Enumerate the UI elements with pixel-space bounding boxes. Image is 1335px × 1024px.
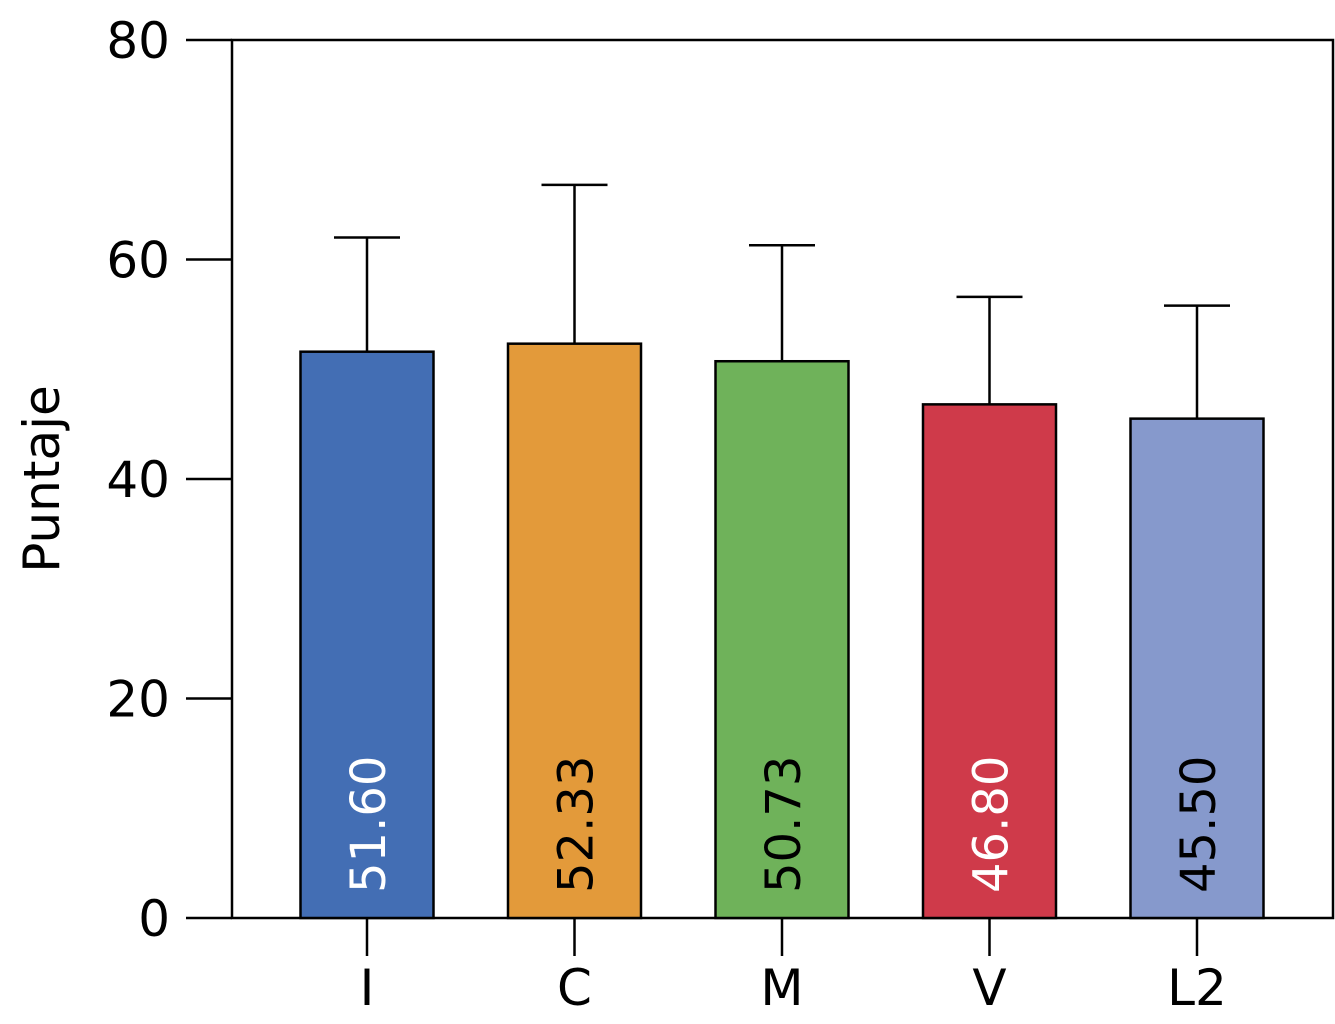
y-axis-label: Puntaje (13, 385, 71, 573)
bar (714, 359, 850, 920)
x-tick-label: C (557, 959, 592, 1017)
y-tick-label: 20 (106, 671, 170, 729)
x-tick-label: I (360, 959, 375, 1017)
y-tick-label: 80 (106, 12, 170, 70)
x-tick-label: V (972, 959, 1006, 1017)
y-tick-label: 40 (106, 451, 170, 509)
bar (299, 350, 435, 920)
bar-value-label: 45.50 (1171, 756, 1227, 893)
bar (921, 403, 1058, 920)
bar-value-label: 50.73 (756, 756, 812, 893)
y-tick-label: 0 (138, 890, 170, 948)
bar-value-label: 46.80 (964, 756, 1020, 893)
bar-value-label: 52.33 (549, 756, 605, 893)
x-tick-label: M (760, 959, 803, 1017)
y-tick-label: 60 (106, 232, 170, 290)
bar (1129, 417, 1265, 920)
bar-value-label: 51.60 (341, 756, 397, 893)
x-tick-label: L2 (1167, 959, 1227, 1017)
